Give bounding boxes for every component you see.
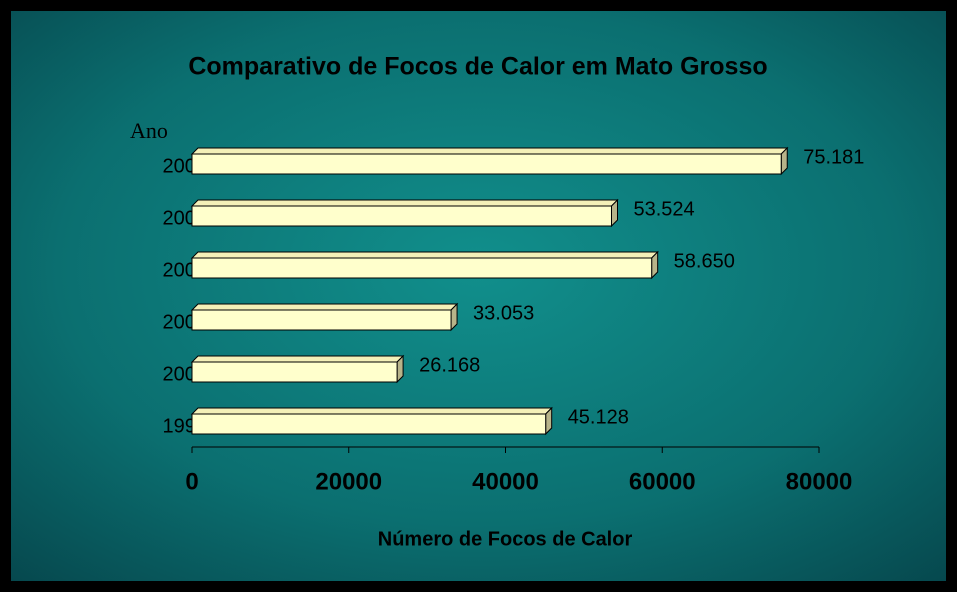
value-label: 45.128 — [568, 406, 629, 428]
bar-top — [190, 303, 459, 311]
x-tick-label: 60000 — [629, 468, 696, 495]
x-tick-label: 80000 — [786, 468, 853, 495]
value-label: 58.650 — [674, 250, 735, 272]
bar — [191, 205, 612, 227]
bar — [191, 413, 547, 435]
value-label: 33.053 — [473, 302, 534, 324]
x-axis-label: Número de Focos de Calor — [378, 528, 633, 550]
bar — [191, 309, 452, 331]
bar — [191, 257, 653, 279]
chart-title: Comparativo de Focos de Calor em Mato Gr… — [188, 53, 767, 81]
value-label: 26.168 — [419, 354, 480, 376]
bar-top — [190, 407, 553, 415]
x-tick-label: 40000 — [472, 468, 539, 495]
y-axis-label: Ano — [130, 118, 168, 143]
x-tick-label: 0 — [185, 468, 198, 495]
bar-top — [190, 199, 619, 207]
bar — [191, 153, 782, 175]
value-label: 53.524 — [633, 198, 694, 220]
bar-top — [190, 147, 789, 155]
bar — [191, 361, 398, 383]
bar-top — [190, 355, 405, 363]
background — [9, 9, 948, 583]
x-tick-label: 20000 — [315, 468, 382, 495]
bar-top — [190, 251, 659, 259]
value-label: 75.181 — [803, 146, 864, 168]
